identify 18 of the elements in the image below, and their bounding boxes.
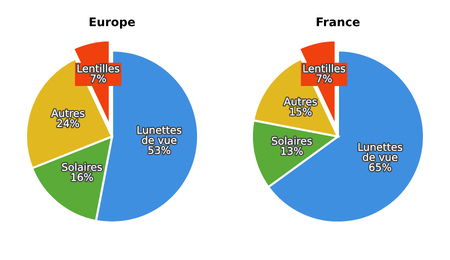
slice-label: Solaires bbox=[272, 136, 312, 145]
slice-label: Solaires bbox=[62, 162, 102, 171]
data-label: 53% bbox=[148, 146, 170, 154]
slice-label: Lentilles bbox=[303, 64, 346, 72]
data-label: 7% bbox=[90, 74, 106, 82]
data-label: 15% bbox=[290, 108, 312, 116]
slice-label: Autres bbox=[284, 98, 317, 106]
slice-label: Autres bbox=[51, 109, 84, 118]
data-label: 7% bbox=[316, 74, 332, 82]
data-label: 16% bbox=[71, 173, 93, 182]
data-label: 24% bbox=[57, 119, 80, 128]
data-label: 13% bbox=[281, 147, 303, 155]
data-label: 65% bbox=[369, 163, 392, 172]
slice-label: Lentilles bbox=[78, 64, 120, 72]
slice-label: Lunettes de vue bbox=[138, 126, 182, 144]
slice-label: Lunettes de vue bbox=[358, 143, 402, 162]
chart-title: Europe bbox=[90, 18, 135, 29]
chart-title: France bbox=[316, 18, 360, 26]
